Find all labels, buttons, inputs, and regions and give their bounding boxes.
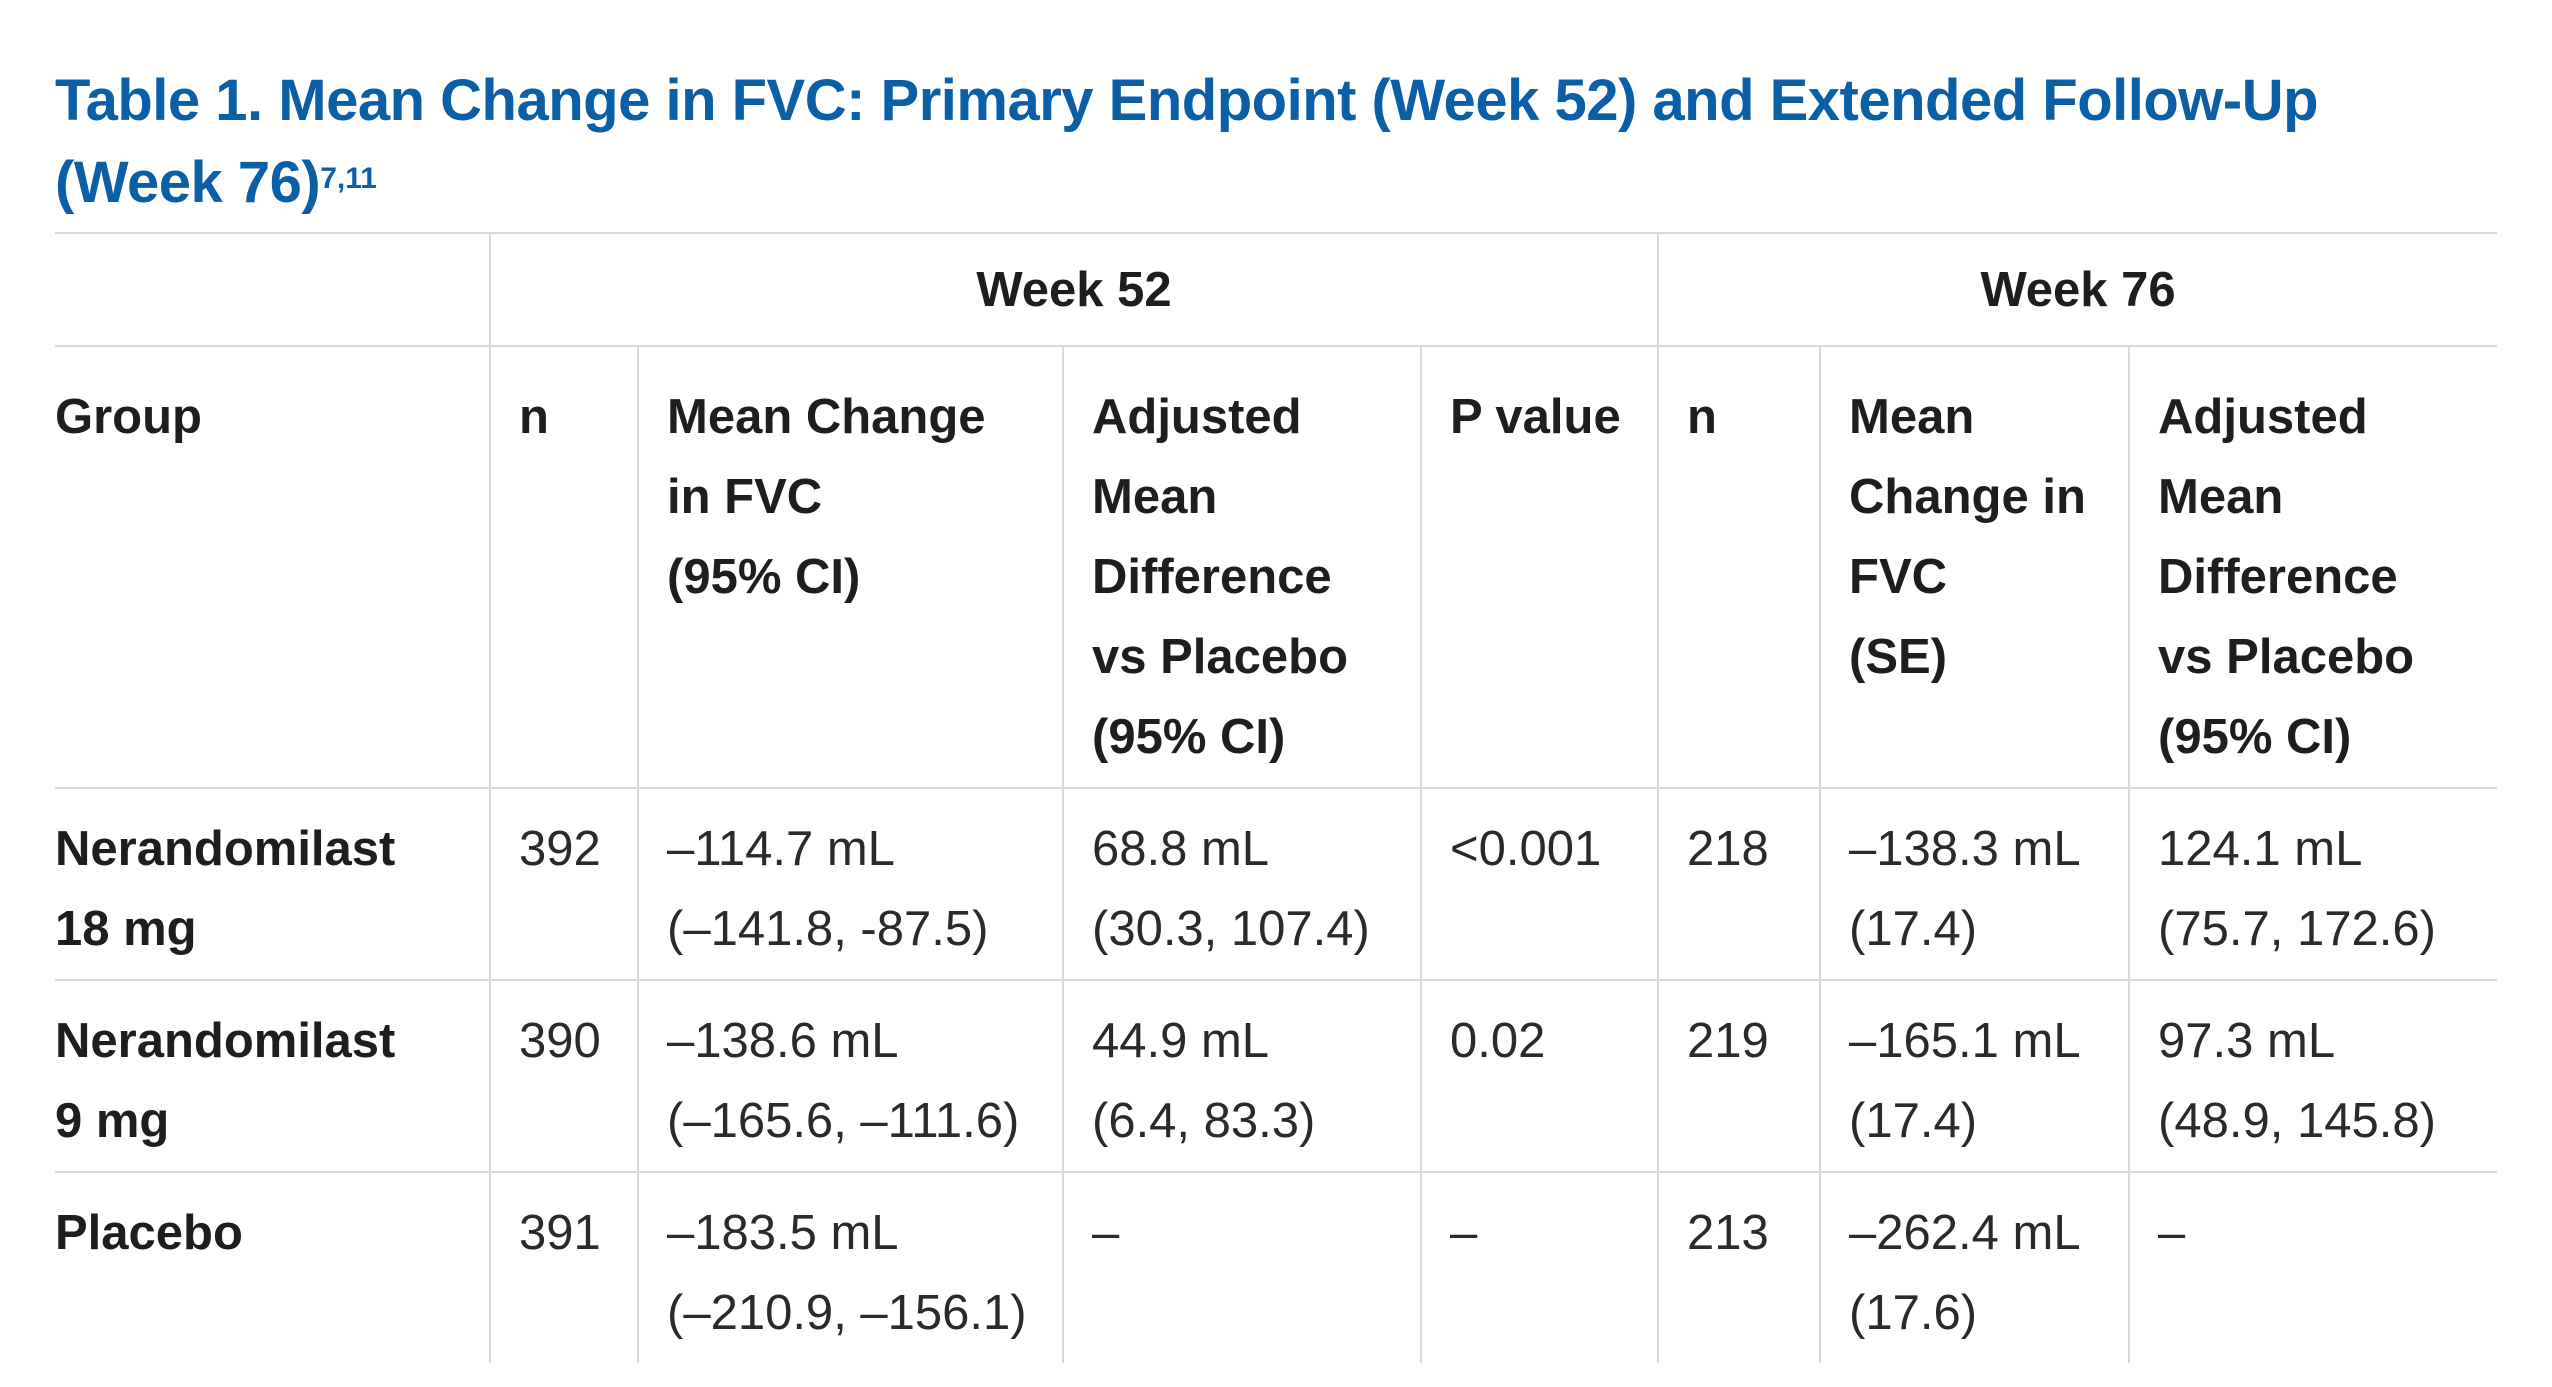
value-line: –262.4 mL — [1849, 1206, 2081, 1260]
table-row: Nerandomilast 18 mg 392 –114.7 mL (–141.… — [55, 788, 2498, 981]
n76-cell: 219 — [1657, 980, 1821, 1173]
header-line: Mean — [2158, 470, 2284, 524]
value-line: –138.6 mL — [667, 1014, 899, 1068]
mean52-cell: –183.5 mL (–210.9, –156.1) — [637, 1172, 1063, 1363]
table-title: Table 1. Mean Change in FVC: Primary End… — [55, 60, 2497, 224]
value-line: (75.7, 172.6) — [2158, 902, 2436, 956]
header-line: Adjusted — [2158, 390, 2368, 444]
value-line: (48.9, 145.8) — [2158, 1094, 2436, 1148]
col-header-mean52: Mean Change in FVC (95% CI) — [637, 346, 1063, 789]
adj76-cell: – — [2128, 1172, 2498, 1363]
value-line: (–141.8, -87.5) — [667, 902, 989, 956]
header-line: FVC — [1849, 550, 1948, 604]
group-line: 9 mg — [55, 1094, 170, 1148]
value-line: 68.8 mL — [1092, 822, 1270, 876]
value-line: –138.3 mL — [1849, 822, 2081, 876]
group-cell: Placebo — [55, 1172, 490, 1363]
document: Table 1. Mean Change in FVC: Primary End… — [55, 60, 2498, 1363]
header-line: Adjusted — [1092, 390, 1302, 444]
col-header-mean76: Mean Change in FVC (SE) — [1819, 346, 2130, 789]
mean76-cell: –165.1 mL (17.4) — [1819, 980, 2130, 1173]
header-line: Mean — [1092, 470, 1218, 524]
mean76-cell: –138.3 mL (17.4) — [1819, 788, 2130, 981]
p52-cell: <0.001 — [1419, 788, 1659, 981]
span-header-blank — [55, 233, 490, 347]
table-row: Placebo 391 –183.5 mL (–210.9, –156.1) –… — [55, 1172, 2498, 1363]
header-line: vs Placebo — [1092, 630, 1349, 684]
mean76-cell: –262.4 mL (17.6) — [1819, 1172, 2130, 1363]
col-header-adj52: Adjusted Mean Difference vs Placebo (95%… — [1062, 346, 1421, 789]
table-title-text: Table 1. Mean Change in FVC: Primary End… — [55, 68, 2319, 215]
header-line: Difference — [2158, 550, 2398, 604]
col-header-n76: n — [1657, 346, 1821, 789]
col-header-p52: P value — [1419, 346, 1659, 789]
value-line: – — [2158, 1206, 2186, 1260]
n76-cell: 213 — [1657, 1172, 1821, 1363]
value-line: (–165.6, –111.6) — [667, 1094, 1020, 1148]
adj52-cell: – — [1062, 1172, 1421, 1363]
mean52-cell: –114.7 mL (–141.8, -87.5) — [637, 788, 1063, 981]
value-line: (17.4) — [1849, 1094, 1978, 1148]
group-line: 18 mg — [55, 902, 197, 956]
header-line: Mean — [1849, 390, 1975, 444]
adj76-cell: 124.1 mL (75.7, 172.6) — [2128, 788, 2498, 981]
header-line: (95% CI) — [1092, 710, 1286, 764]
group-line: Placebo — [55, 1206, 243, 1260]
group-cell: Nerandomilast 18 mg — [55, 788, 490, 981]
group-cell: Nerandomilast 9 mg — [55, 980, 490, 1173]
p52-cell: 0.02 — [1419, 980, 1659, 1173]
group-line: Nerandomilast — [55, 1014, 396, 1068]
results-table: Week 52 Week 76 Group n Mean Change in F… — [55, 232, 2498, 1363]
col-header-n52: n — [489, 346, 638, 789]
value-line: 44.9 mL — [1092, 1014, 1270, 1068]
title-citation: 7,11 — [320, 162, 377, 195]
adj52-cell: 68.8 mL (30.3, 107.4) — [1062, 788, 1421, 981]
header-line: (SE) — [1849, 630, 1948, 684]
header-line: Difference — [1092, 550, 1332, 604]
group-line: Nerandomilast — [55, 822, 396, 876]
n52-cell: 391 — [489, 1172, 638, 1363]
table-row: Nerandomilast 9 mg 390 –138.6 mL (–165.6… — [55, 980, 2498, 1173]
adj76-cell: 97.3 mL (48.9, 145.8) — [2128, 980, 2498, 1173]
value-line: (30.3, 107.4) — [1092, 902, 1370, 956]
n76-cell: 218 — [1657, 788, 1821, 981]
col-header-adj76: Adjusted Mean Difference vs Placebo (95%… — [2128, 346, 2498, 789]
value-line: 124.1 mL — [2158, 822, 2363, 876]
mean52-cell: –138.6 mL (–165.6, –111.6) — [637, 980, 1063, 1173]
n52-cell: 392 — [489, 788, 638, 981]
span-header-row: Week 52 Week 76 — [55, 233, 2498, 347]
p52-cell: – — [1419, 1172, 1659, 1363]
adj52-cell: 44.9 mL (6.4, 83.3) — [1062, 980, 1421, 1173]
value-line: (6.4, 83.3) — [1092, 1094, 1316, 1148]
value-line: – — [1092, 1206, 1120, 1260]
span-header-week76: Week 76 — [1657, 233, 2498, 347]
value-line: –114.7 mL — [667, 822, 895, 876]
header-line: (95% CI) — [667, 550, 861, 604]
header-line: in FVC — [667, 470, 823, 524]
value-line: (17.6) — [1849, 1286, 1978, 1340]
header-line: (95% CI) — [2158, 710, 2352, 764]
column-header-row: Group n Mean Change in FVC (95% CI) Adju… — [55, 346, 2498, 789]
header-line: Change in — [1849, 470, 2086, 524]
col-header-group: Group — [55, 346, 490, 789]
value-line: (–210.9, –156.1) — [667, 1286, 1027, 1340]
n52-cell: 390 — [489, 980, 638, 1173]
value-line: –183.5 mL — [667, 1206, 899, 1260]
value-line: –165.1 mL — [1849, 1014, 2081, 1068]
header-line: vs Placebo — [2158, 630, 2415, 684]
value-line: 97.3 mL — [2158, 1014, 2336, 1068]
span-header-week52: Week 52 — [488, 233, 1659, 347]
value-line: (17.4) — [1849, 902, 1978, 956]
header-line: Mean Change — [667, 390, 986, 444]
